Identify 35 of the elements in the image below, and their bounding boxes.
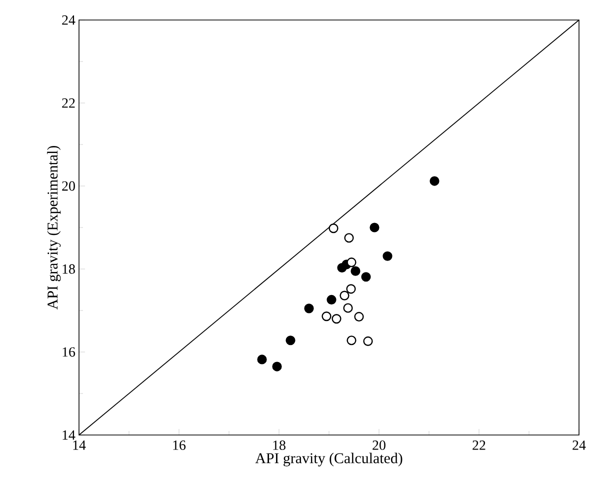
point bbox=[346, 336, 356, 346]
point bbox=[304, 304, 314, 314]
point bbox=[430, 176, 440, 186]
y-axis-title: API gravity (Experimental) bbox=[47, 146, 61, 310]
x-tick-label: 14 bbox=[73, 440, 86, 450]
point bbox=[350, 266, 360, 276]
point bbox=[286, 336, 296, 346]
y-tick-label: 18 bbox=[62, 264, 75, 274]
point bbox=[346, 284, 356, 294]
x-tick-label: 18 bbox=[273, 440, 286, 450]
point bbox=[346, 258, 356, 268]
point bbox=[354, 312, 364, 322]
point bbox=[363, 336, 373, 346]
point bbox=[272, 362, 282, 372]
point bbox=[343, 303, 353, 313]
y-tick-label: 22 bbox=[62, 98, 75, 108]
y-tick-label: 20 bbox=[62, 181, 75, 191]
y-tick-label: 14 bbox=[62, 430, 76, 440]
x-tick-label: 22 bbox=[472, 440, 486, 450]
point bbox=[322, 312, 332, 322]
y-tick-label: 16 bbox=[62, 347, 76, 357]
point bbox=[257, 354, 267, 364]
x-axis-title: API gravity (Calculated) bbox=[255, 452, 402, 466]
x-tick-label: 20 bbox=[372, 440, 386, 450]
point bbox=[382, 251, 392, 261]
point bbox=[326, 294, 336, 305]
x-tick-label: 24 bbox=[572, 440, 586, 450]
point bbox=[370, 222, 380, 232]
point bbox=[340, 290, 350, 300]
y-tick-label: 24 bbox=[62, 15, 76, 25]
point bbox=[332, 314, 342, 324]
point bbox=[328, 224, 338, 234]
x-tick-label: 16 bbox=[173, 440, 186, 450]
point bbox=[361, 272, 371, 282]
point bbox=[344, 233, 354, 243]
